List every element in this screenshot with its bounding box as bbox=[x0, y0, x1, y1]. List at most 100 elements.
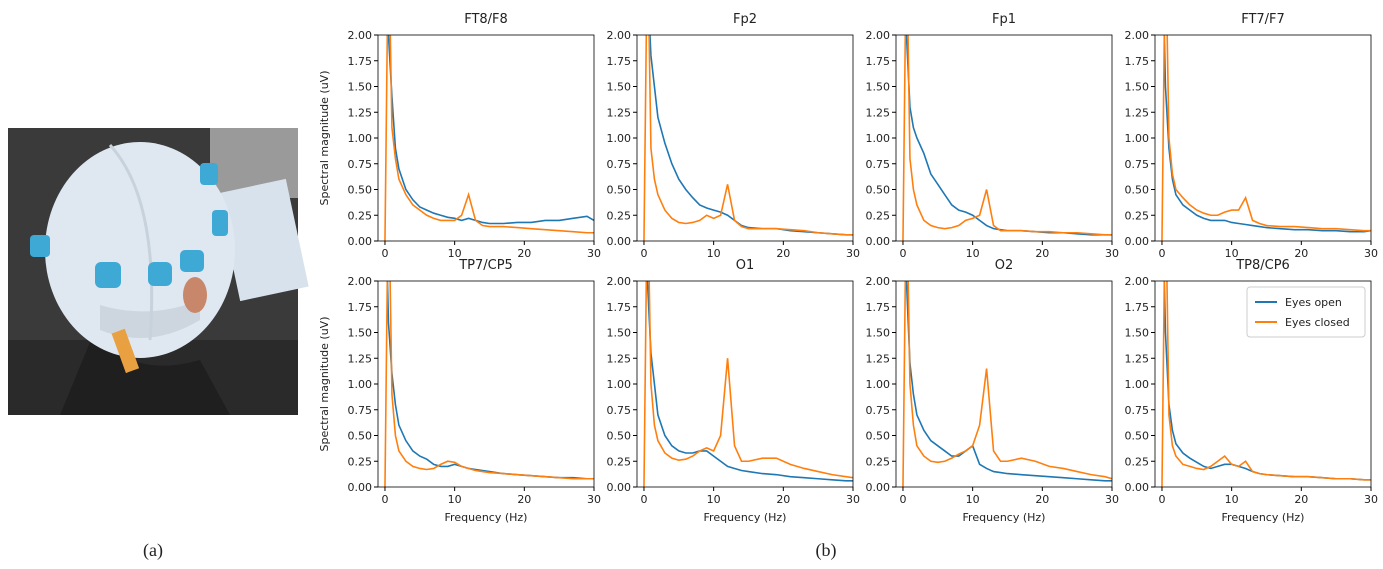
chart-title: TP8/CP6 bbox=[1235, 258, 1290, 273]
y-tick-label: 0.50 bbox=[1125, 430, 1150, 443]
y-tick-label: 1.25 bbox=[866, 352, 891, 365]
y-axis-label: Spectral magnitude (uV) bbox=[318, 317, 331, 452]
series-line bbox=[384, 281, 594, 487]
series-line bbox=[902, 281, 1112, 487]
y-tick-label: 0.50 bbox=[348, 184, 373, 197]
y-tick-label: 0.00 bbox=[348, 235, 373, 248]
y-tick-label: 1.75 bbox=[1125, 55, 1150, 68]
y-tick-label: 1.00 bbox=[607, 378, 632, 391]
series-line bbox=[1163, 35, 1371, 233]
y-tick-label: 2.00 bbox=[866, 29, 891, 42]
plot-frame bbox=[636, 34, 854, 242]
y-tick-label: 1.75 bbox=[607, 55, 632, 68]
series-line bbox=[905, 281, 1112, 482]
chart-title: Fp1 bbox=[992, 12, 1016, 27]
y-tick-label: 2.00 bbox=[348, 275, 373, 288]
y-tick-label: 2.00 bbox=[1125, 275, 1150, 288]
y-tick-label: 1.00 bbox=[348, 378, 373, 391]
x-axis-label: Frequency (Hz) bbox=[445, 511, 528, 524]
y-tick-label: 1.00 bbox=[1125, 378, 1150, 391]
y-tick-label: 1.25 bbox=[348, 352, 373, 365]
y-tick-label: 1.25 bbox=[607, 352, 632, 365]
y-tick-label: 1.75 bbox=[348, 301, 373, 314]
x-tick-label: 0 bbox=[1158, 493, 1165, 506]
chart-title: O1 bbox=[736, 258, 755, 273]
y-tick-label: 0.75 bbox=[1125, 404, 1150, 417]
panel-label: (b) bbox=[816, 540, 837, 561]
x-tick-label: 0 bbox=[899, 493, 906, 506]
y-tick-label: 2.00 bbox=[866, 275, 891, 288]
x-tick-label: 0 bbox=[640, 247, 647, 260]
x-axis-label: Frequency (Hz) bbox=[1222, 511, 1305, 524]
y-tick-label: 0.00 bbox=[1125, 481, 1150, 494]
series-line bbox=[1161, 281, 1371, 487]
chart-title: FT7/F7 bbox=[1241, 12, 1285, 27]
x-tick-label: 10 bbox=[707, 493, 721, 506]
plot-frame bbox=[636, 280, 854, 488]
y-tick-label: 1.50 bbox=[1125, 81, 1150, 94]
chart-title: TP7/CP5 bbox=[458, 258, 513, 273]
x-tick-label: 20 bbox=[776, 493, 790, 506]
series-line bbox=[646, 281, 853, 482]
x-tick-label: 20 bbox=[517, 493, 531, 506]
x-tick-label: 30 bbox=[1105, 493, 1119, 506]
plot-frame bbox=[895, 280, 1113, 488]
legend-label: Eyes open bbox=[1285, 296, 1342, 309]
x-tick-label: 10 bbox=[448, 493, 462, 506]
y-tick-label: 0.25 bbox=[866, 455, 891, 468]
y-tick-label: 0.75 bbox=[607, 404, 632, 417]
y-tick-label: 0.25 bbox=[348, 455, 373, 468]
y-tick-label: 0.25 bbox=[607, 209, 632, 222]
y-tick-label: 0.00 bbox=[607, 235, 632, 248]
x-tick-label: 30 bbox=[587, 493, 601, 506]
series-line bbox=[902, 35, 1112, 241]
y-tick-label: 1.50 bbox=[1125, 327, 1150, 340]
chart-title: FT8/F8 bbox=[464, 12, 508, 27]
y-tick-label: 1.00 bbox=[607, 132, 632, 145]
y-tick-label: 2.00 bbox=[1125, 29, 1150, 42]
y-tick-label: 1.75 bbox=[348, 55, 373, 68]
x-tick-label: 20 bbox=[1294, 493, 1308, 506]
y-tick-label: 0.50 bbox=[607, 430, 632, 443]
x-tick-label: 30 bbox=[1105, 247, 1119, 260]
y-tick-label: 0.50 bbox=[348, 430, 373, 443]
series-line bbox=[387, 35, 594, 225]
x-axis-label: Frequency (Hz) bbox=[704, 511, 787, 524]
y-tick-label: 1.50 bbox=[348, 327, 373, 340]
y-tick-label: 1.25 bbox=[866, 106, 891, 119]
chart-title: O2 bbox=[995, 258, 1014, 273]
plot-frame bbox=[377, 34, 595, 242]
y-tick-label: 1.50 bbox=[866, 327, 891, 340]
y-tick-label: 0.75 bbox=[348, 158, 373, 171]
x-tick-label: 0 bbox=[640, 493, 647, 506]
x-tick-label: 30 bbox=[587, 247, 601, 260]
plot-frame bbox=[895, 34, 1113, 242]
y-tick-label: 1.25 bbox=[1125, 106, 1150, 119]
series-line bbox=[643, 281, 853, 487]
y-tick-label: 1.00 bbox=[866, 132, 891, 145]
y-tick-label: 0.00 bbox=[607, 481, 632, 494]
y-tick-label: 1.75 bbox=[1125, 301, 1150, 314]
y-tick-label: 1.75 bbox=[866, 55, 891, 68]
x-axis-label: Frequency (Hz) bbox=[963, 511, 1046, 524]
x-tick-label: 10 bbox=[707, 247, 721, 260]
x-tick-label: 10 bbox=[1225, 247, 1239, 260]
panel-label: (a) bbox=[143, 540, 163, 561]
x-tick-label: 20 bbox=[1035, 493, 1049, 506]
x-tick-label: 30 bbox=[1364, 493, 1378, 506]
x-tick-label: 0 bbox=[899, 247, 906, 260]
x-tick-label: 10 bbox=[448, 247, 462, 260]
y-tick-label: 1.00 bbox=[866, 378, 891, 391]
y-tick-label: 1.00 bbox=[1125, 132, 1150, 145]
x-tick-label: 10 bbox=[1225, 493, 1239, 506]
y-tick-label: 1.25 bbox=[348, 106, 373, 119]
series-line bbox=[1161, 35, 1371, 241]
x-tick-label: 0 bbox=[1158, 247, 1165, 260]
x-tick-label: 20 bbox=[1035, 247, 1049, 260]
y-tick-label: 0.25 bbox=[348, 209, 373, 222]
chart-title: Fp2 bbox=[733, 12, 757, 27]
y-tick-label: 1.25 bbox=[607, 106, 632, 119]
x-tick-label: 30 bbox=[846, 247, 860, 260]
y-tick-label: 0.25 bbox=[1125, 455, 1150, 468]
y-tick-label: 1.75 bbox=[866, 301, 891, 314]
